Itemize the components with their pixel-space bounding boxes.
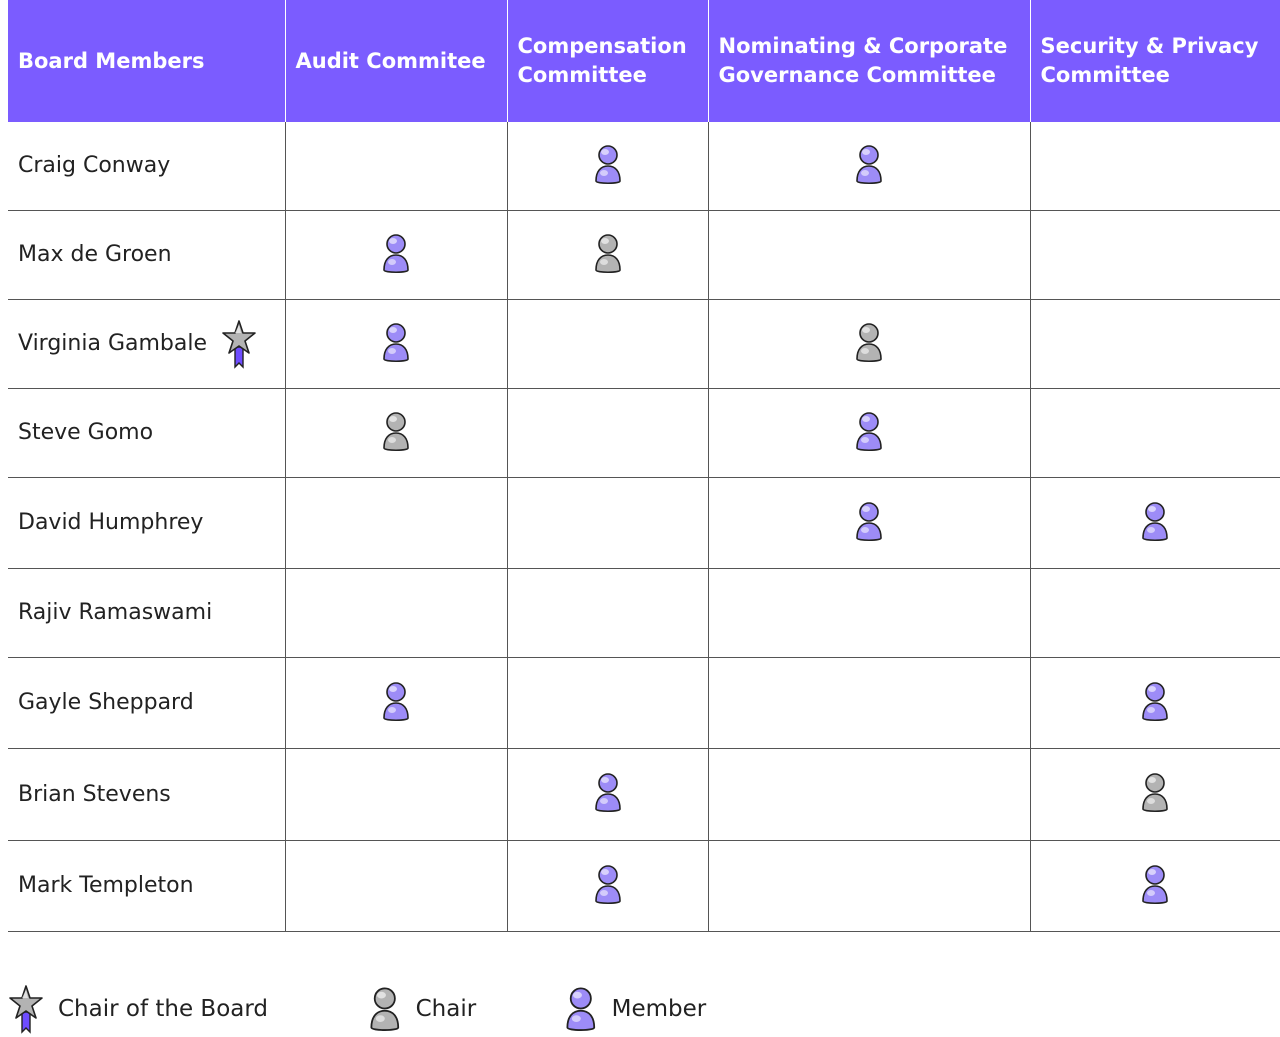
member-person-icon bbox=[854, 500, 884, 542]
member-person-icon bbox=[381, 680, 411, 722]
member-name: Brian Stevens bbox=[18, 781, 171, 807]
legend-chair-of-board: Chair of the Board bbox=[8, 982, 268, 1036]
member-person-icon bbox=[1140, 500, 1170, 542]
table-row: Virginia Gambale bbox=[8, 299, 1280, 389]
table-row: Craig Conway bbox=[8, 122, 1280, 211]
cell-audit bbox=[284, 299, 507, 389]
table-row: Steve Gomo bbox=[8, 388, 1280, 478]
table-row: Mark Templeton bbox=[8, 840, 1280, 932]
header-audit-committee: Audit Commitee bbox=[284, 0, 507, 122]
legend-member: Member bbox=[564, 982, 706, 1036]
member-person-icon bbox=[564, 985, 598, 1032]
member-name-cell: Virginia Gambale bbox=[8, 299, 285, 389]
table-row: Brian Stevens bbox=[8, 748, 1280, 841]
member-name-cell: Steve Gomo bbox=[8, 388, 285, 478]
member-person-icon bbox=[1140, 680, 1170, 722]
cell-audit bbox=[284, 657, 507, 749]
legend: Chair of the Board Chair Member bbox=[8, 982, 1280, 1036]
legend-chair: Chair bbox=[368, 982, 476, 1036]
member-person-icon bbox=[1140, 863, 1170, 905]
member-name-cell: Craig Conway bbox=[8, 122, 285, 211]
cell-nominating bbox=[707, 122, 1030, 211]
cell-nominating bbox=[707, 748, 1030, 841]
cell-security bbox=[1029, 210, 1280, 300]
member-person-icon bbox=[593, 143, 623, 185]
member-person-icon bbox=[381, 321, 411, 363]
legend-chair-label: Chair bbox=[415, 996, 477, 1022]
chair-person-icon bbox=[593, 232, 623, 274]
cell-audit bbox=[284, 840, 507, 932]
cell-nominating bbox=[707, 299, 1030, 389]
member-name: Steve Gomo bbox=[18, 420, 154, 445]
cell-nominating bbox=[707, 210, 1030, 300]
cell-compensation bbox=[506, 210, 708, 300]
cell-compensation bbox=[506, 299, 708, 389]
chair-person-icon bbox=[854, 321, 884, 363]
header-board-members: Board Members bbox=[8, 0, 285, 122]
member-name-cell: Gayle Sheppard bbox=[8, 657, 285, 749]
cell-compensation bbox=[506, 122, 708, 211]
member-name-cell: Mark Templeton bbox=[8, 840, 285, 932]
cell-security bbox=[1029, 388, 1280, 478]
member-name-cell: Brian Stevens bbox=[8, 748, 285, 841]
table-row: Max de Groen bbox=[8, 210, 1280, 300]
cell-security bbox=[1029, 657, 1280, 749]
member-person-icon bbox=[854, 143, 884, 185]
cell-nominating bbox=[707, 388, 1030, 478]
member-name: David Humphrey bbox=[18, 510, 204, 535]
cell-nominating bbox=[707, 568, 1030, 658]
cell-security bbox=[1029, 840, 1280, 932]
cell-compensation bbox=[506, 388, 708, 478]
member-name-cell: Max de Groen bbox=[8, 210, 285, 300]
member-person-icon bbox=[854, 410, 884, 452]
chair-of-board-star-icon bbox=[221, 319, 257, 369]
cell-security bbox=[1029, 568, 1280, 658]
chair-person-icon bbox=[368, 985, 402, 1032]
member-person-icon bbox=[593, 863, 623, 905]
cell-compensation bbox=[506, 748, 708, 841]
cell-audit bbox=[284, 748, 507, 841]
cell-security bbox=[1029, 477, 1280, 569]
member-name: Max de Groen bbox=[18, 242, 172, 267]
legend-member-label: Member bbox=[611, 996, 707, 1022]
cell-nominating bbox=[707, 840, 1030, 932]
cell-security bbox=[1029, 748, 1280, 841]
table-row: David Humphrey bbox=[8, 477, 1280, 569]
member-name: Rajiv Ramaswami bbox=[18, 600, 213, 625]
cell-audit bbox=[284, 388, 507, 478]
header-row: Board Members Audit Commitee Compensatio… bbox=[8, 0, 1280, 122]
cell-audit bbox=[284, 477, 507, 569]
cell-audit bbox=[284, 210, 507, 300]
member-person-icon bbox=[593, 771, 623, 813]
member-name: Craig Conway bbox=[18, 153, 171, 179]
member-name: Mark Templeton bbox=[18, 873, 194, 898]
cell-security bbox=[1029, 122, 1280, 211]
table-row: Gayle Sheppard bbox=[8, 657, 1280, 749]
member-person-icon bbox=[381, 232, 411, 274]
header-compensation-committee: Compensation Committee bbox=[506, 0, 708, 122]
legend-chair-of-board-label: Chair of the Board bbox=[58, 996, 269, 1022]
cell-security bbox=[1029, 299, 1280, 389]
cell-audit bbox=[284, 122, 507, 211]
board-committee-table: Board Members Audit Commitee Compensatio… bbox=[8, 0, 1280, 932]
cell-compensation bbox=[506, 477, 708, 569]
member-name: Virginia Gambale bbox=[18, 331, 207, 356]
header-nominating-committee: Nominating & Corporate Governance Commit… bbox=[707, 0, 1030, 122]
member-name: Gayle Sheppard bbox=[18, 690, 194, 715]
member-name-cell: Rajiv Ramaswami bbox=[8, 568, 285, 658]
cell-compensation bbox=[506, 568, 708, 658]
cell-nominating bbox=[707, 477, 1030, 569]
chair-person-icon bbox=[381, 410, 411, 452]
cell-compensation bbox=[506, 840, 708, 932]
cell-nominating bbox=[707, 657, 1030, 749]
cell-compensation bbox=[506, 657, 708, 749]
chair-of-board-star-icon bbox=[8, 984, 44, 1034]
table-row: Rajiv Ramaswami bbox=[8, 568, 1280, 658]
chair-person-icon bbox=[1140, 771, 1170, 813]
member-name-cell: David Humphrey bbox=[8, 477, 285, 569]
header-security-committee: Security & Privacy Committee bbox=[1029, 0, 1280, 122]
cell-audit bbox=[284, 568, 507, 658]
